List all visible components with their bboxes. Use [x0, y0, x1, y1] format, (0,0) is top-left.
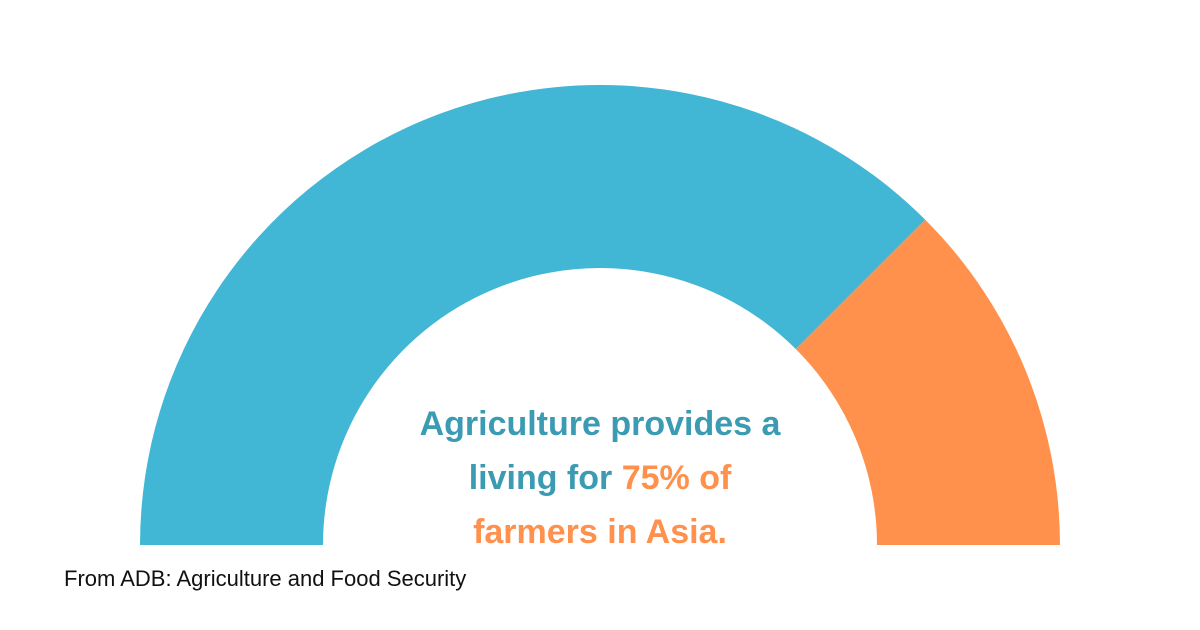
headline: Agriculture provides a living for 75% of… — [300, 397, 900, 559]
headline-line-1: Agriculture provides a — [419, 405, 781, 443]
headline-line-2: living for 75% of — [300, 451, 900, 505]
headline-highlight-percent: 75% of — [621, 459, 732, 497]
headline-line-2-prefix: living for — [468, 459, 622, 497]
gauge-segment-1 — [140, 84, 926, 545]
source-caption: From ADB: Agriculture and Food Security — [64, 566, 467, 591]
gauge-segment-2 — [795, 219, 1060, 545]
headline-line-3: farmers in Asia. — [473, 513, 727, 551]
